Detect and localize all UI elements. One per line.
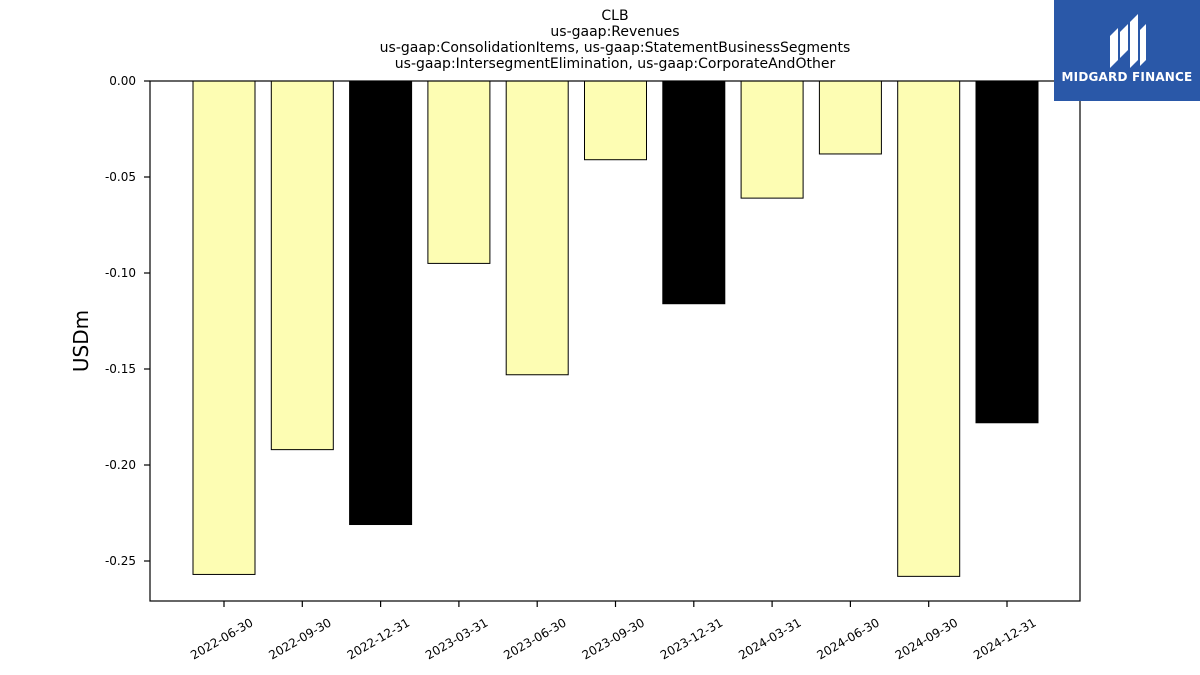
brand-logo: MIDGARD FINANCE (1054, 0, 1200, 101)
x-tick-label: 2023-09-30 (580, 615, 647, 662)
x-axis: 2022-06-30 2022-09-30 2022-12-31 2023-03-31… (188, 601, 1039, 662)
x-tick-label: 2023-03-31 (423, 615, 490, 662)
title-line-1: us-gaap:Revenues (550, 24, 679, 40)
x-tick-label: 2022-12-31 (345, 615, 412, 662)
y-tick-label: -0.15 (105, 362, 136, 376)
bar-2022-09-30 (270, 80, 334, 451)
y-tick-label: -0.20 (105, 458, 136, 472)
bar-2024-03-31 (740, 80, 804, 199)
bar-2024-12-31 (975, 80, 1039, 424)
bar-2022-12-31 (349, 80, 413, 526)
brand-name: MIDGARD FINANCE (1061, 70, 1193, 84)
midgard-logo-icon (1110, 14, 1146, 68)
y-tick-label: -0.25 (105, 554, 136, 568)
title-line-3: us-gaap:IntersegmentElimination, us-gaap… (395, 56, 836, 72)
x-tick-label: 2022-06-30 (188, 615, 255, 662)
bars (192, 80, 1039, 577)
y-tick-label: 0.00 (109, 74, 136, 88)
y-axis-label: USDm (69, 310, 93, 372)
x-tick-label: 2023-12-31 (658, 615, 725, 662)
bar-2024-06-30 (818, 80, 882, 155)
x-tick-label: 2024-09-30 (893, 615, 960, 662)
bar-2022-06-30 (192, 80, 256, 575)
y-tick-label: -0.05 (105, 170, 136, 184)
x-tick-label: 2023-06-30 (501, 615, 568, 662)
bar-2023-09-30 (584, 80, 647, 161)
x-tick-label: 2022-09-30 (266, 615, 333, 662)
bar-2023-12-31 (662, 80, 726, 305)
y-axis: 0.00 -0.05 -0.10 -0.15 -0.20 -0.25 (105, 74, 150, 568)
y-tick-label: -0.10 (105, 266, 136, 280)
x-tick-label: 2024-03-31 (736, 615, 803, 662)
title-line-2: us-gaap:ConsolidationItems, us-gaap:Stat… (380, 40, 851, 56)
bar-2024-09-30 (897, 80, 961, 577)
title-line-0: CLB (601, 8, 628, 24)
x-tick-label: 2024-06-30 (814, 615, 881, 662)
x-tick-label: 2024-12-31 (971, 615, 1038, 662)
bar-2023-06-30 (505, 80, 569, 376)
chart-title: CLBus-gaap:Revenuesus-gaap:Consolidation… (380, 8, 851, 72)
bar-2023-03-31 (427, 80, 491, 264)
